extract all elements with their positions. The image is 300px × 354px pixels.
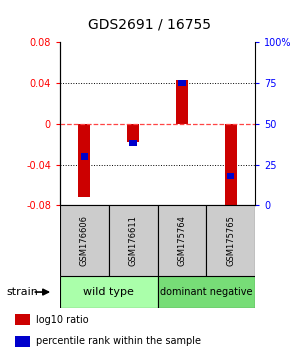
Bar (60, 205, 109, 276)
Bar (130, 141, 137, 147)
Bar (176, 80, 188, 124)
Text: GSM176611: GSM176611 (129, 215, 138, 266)
Text: log10 ratio: log10 ratio (36, 315, 88, 325)
Bar (127, 124, 139, 142)
Bar (78, 124, 91, 197)
Text: GDS2691 / 16755: GDS2691 / 16755 (88, 18, 212, 32)
Bar (178, 80, 185, 86)
Text: strain: strain (6, 287, 38, 297)
Bar (158, 276, 255, 308)
Bar (206, 205, 255, 276)
Text: dominant negative: dominant negative (160, 287, 253, 297)
Bar (15, 314, 30, 325)
Bar (60, 276, 158, 308)
Bar (81, 153, 88, 160)
Bar (227, 173, 234, 179)
Bar (224, 124, 237, 207)
Bar (109, 205, 158, 276)
Text: GSM175764: GSM175764 (177, 215, 186, 266)
Text: wild type: wild type (83, 287, 134, 297)
Text: percentile rank within the sample: percentile rank within the sample (36, 336, 201, 346)
Text: GSM176606: GSM176606 (80, 215, 89, 266)
Bar (158, 205, 206, 276)
Text: GSM175765: GSM175765 (226, 215, 235, 266)
Bar (15, 336, 30, 347)
